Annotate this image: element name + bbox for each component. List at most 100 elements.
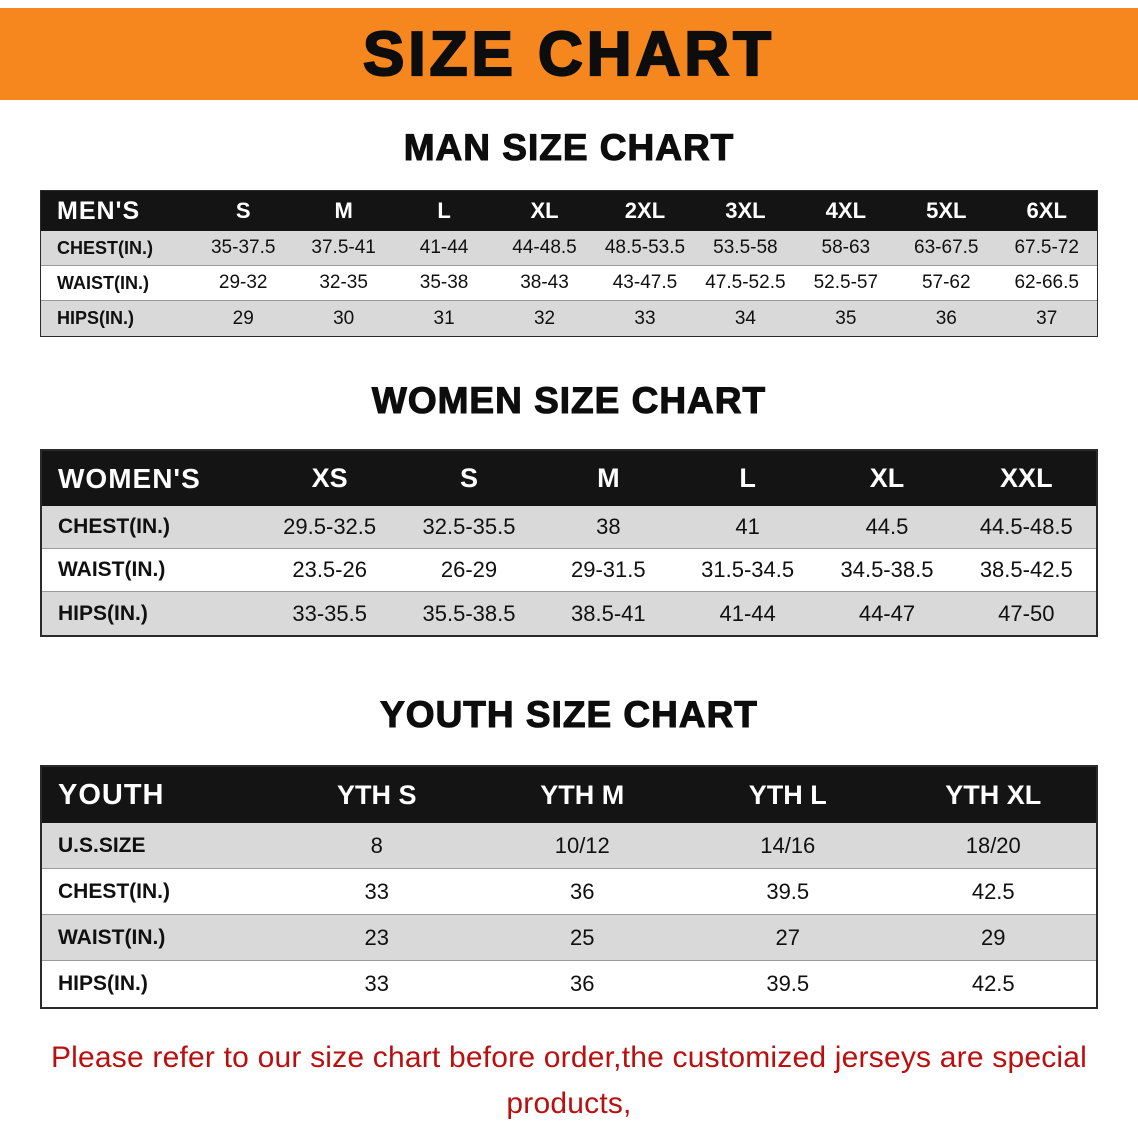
size-header-cell: 2XL: [624, 198, 666, 223]
value-cell: 67.5-72: [1014, 237, 1079, 258]
value-cell: 34: [734, 307, 756, 329]
value-cell: 53.5-58: [713, 237, 778, 258]
value-cell: 33-35.5: [292, 600, 367, 626]
row-label-cell: CHEST(IN.): [58, 515, 170, 538]
size-header-cell: 3XL: [725, 198, 766, 223]
value-cell: 32-35: [319, 272, 368, 293]
row-label-cell: HIPS(IN.): [58, 601, 148, 625]
size-header-cell: XS: [311, 463, 348, 493]
value-cell: 29: [981, 924, 1006, 950]
value-cell: 29.5-32.5: [283, 514, 377, 539]
value-cell: 38: [596, 514, 621, 539]
row-label-cell: HIPS(IN.): [57, 308, 135, 328]
table-header-row: WOMEN'S XS S M L XL XXL: [42, 451, 1096, 506]
table-row: U.S.SIZE 8 10/12 14/16 18/20: [42, 823, 1096, 869]
value-cell: 63-67.5: [914, 237, 979, 258]
value-cell: 57-62: [921, 272, 971, 293]
value-cell: 26-29: [440, 557, 498, 582]
value-cell: 29: [232, 307, 254, 329]
size-header-cell: L: [739, 463, 756, 493]
value-cell: 52.5-57: [813, 272, 879, 293]
value-cell: 32: [533, 307, 556, 329]
row-label-cell: HIPS(IN.): [58, 972, 148, 995]
table-row: HIPS(IN.) 29 30 31 32 33 34 35 36 37: [41, 301, 1097, 336]
value-cell: 42.5: [971, 878, 1015, 904]
value-cell: 37.5-41: [311, 237, 376, 258]
size-chart-banner: SIZE CHART: [0, 8, 1138, 100]
value-cell: 35-38: [419, 272, 469, 293]
value-cell: 31: [433, 307, 455, 329]
table-row: HIPS(IN.) 33 36 39.5 42.5: [42, 961, 1096, 1007]
size-header-cell: M: [334, 198, 353, 223]
value-cell: 41-44: [719, 600, 776, 626]
table-title-cell: YOUTH: [58, 778, 165, 811]
value-cell: 35.5-38.5: [422, 600, 516, 626]
value-cell: 44.5: [865, 514, 909, 539]
value-cell: 58-63: [821, 237, 871, 258]
value-cell: 47.5-52.5: [705, 272, 786, 293]
disclaimer-line-2: we don't accept cancel, change, teturn o…: [36, 1127, 1102, 1132]
value-cell: 10/12: [554, 832, 610, 858]
value-cell: 27: [775, 924, 800, 950]
table-header-row: YOUTH YTH S YTH M YTH L YTH XL: [42, 767, 1096, 823]
row-label-cell: CHEST(IN.): [57, 237, 153, 258]
value-cell: 25: [570, 924, 595, 950]
size-header-cell: YTH XL: [945, 779, 1042, 810]
value-cell: 36: [935, 307, 957, 329]
value-cell: 62-66.5: [1014, 272, 1079, 293]
youth-size-table: YOUTH YTH S YTH M YTH L YTH XL U.S.SIZE 8 10/12…: [40, 765, 1098, 1009]
size-header-cell: L: [437, 198, 451, 223]
size-header-cell: YTH S: [336, 779, 417, 810]
table-row: CHEST(IN.) 29.5-32.5 32.5-35.5 38 41 44.5 44.5…: [42, 506, 1096, 549]
row-label-cell: CHEST(IN.): [58, 879, 170, 903]
value-cell: 36: [570, 971, 595, 996]
table-row: HIPS(IN.) 33-35.5 35.5-38.5 38.5-41 41-44 44-…: [42, 592, 1096, 635]
women-size-table: WOMEN'S XS S M L XL XXL CHEST(IN.) 29.5-32.5 32.5…: [40, 449, 1098, 637]
size-header-cell: YTH M: [540, 779, 625, 810]
table-title-cell: MEN'S: [57, 196, 141, 225]
value-cell: 32.5-35.5: [422, 514, 516, 539]
row-label-cell: WAIST(IN.): [58, 558, 166, 581]
value-cell: 47-50: [998, 600, 1055, 626]
value-cell: 48.5-53.5: [604, 237, 686, 258]
row-label-cell: WAIST(IN.): [58, 925, 166, 949]
table-row: WAIST(IN.) 23.5-26 26-29 29-31.5 31.5-34.5 34…: [42, 549, 1096, 592]
size-header-cell: XL: [530, 198, 559, 223]
value-cell: 44-47: [858, 600, 916, 626]
table-header-row: MEN'S S M L XL 2XL 3XL 4XL 5XL 6XL: [41, 191, 1097, 231]
value-cell: 38.5-42.5: [979, 557, 1073, 582]
value-cell: 14/16: [760, 832, 816, 858]
value-cell: 29-31.5: [571, 557, 646, 582]
value-cell: 33: [364, 878, 389, 904]
table-row: WAIST(IN.) 29-32 32-35 35-38 38-43 43-47.5 47.…: [41, 266, 1097, 301]
value-cell: 23.5-26: [292, 557, 367, 582]
value-cell: 41-44: [419, 237, 469, 258]
value-cell: 37: [1036, 307, 1058, 329]
women-section-heading: WOMEN SIZE CHART: [371, 379, 767, 421]
size-header-cell: 4XL: [825, 198, 867, 223]
disclaimer-text: Please refer to our size chart before or…: [36, 1035, 1102, 1132]
value-cell: 33: [634, 307, 656, 329]
value-cell: 35: [835, 307, 857, 329]
men-section-heading: MAN SIZE CHART: [403, 126, 735, 168]
size-header-cell: M: [597, 463, 620, 493]
value-cell: 35-37.5: [210, 237, 276, 258]
value-cell: 39.5: [766, 878, 810, 904]
men-size-table: MEN'S S M L XL 2XL 3XL 4XL 5XL 6XL CHEST(IN.) 35-37…: [40, 190, 1098, 337]
size-header-cell: YTH L: [748, 779, 827, 810]
value-cell: 43-47.5: [612, 272, 678, 293]
value-cell: 34.5-38.5: [840, 557, 934, 582]
size-header-cell: XL: [869, 463, 905, 493]
value-cell: 42.5: [971, 971, 1015, 996]
size-header-cell: 6XL: [1026, 198, 1067, 223]
page-title: SIZE CHART: [362, 18, 775, 89]
row-label-cell: WAIST(IN.): [57, 272, 149, 293]
table-title-cell: WOMEN'S: [58, 462, 201, 494]
row-label-cell: U.S.SIZE: [58, 833, 146, 857]
table-row: CHEST(IN.) 33 36 39.5 42.5: [42, 869, 1096, 915]
value-cell: 38.5-41: [571, 600, 646, 626]
value-cell: 38-43: [520, 272, 569, 293]
youth-section-heading: YOUTH SIZE CHART: [380, 693, 758, 735]
disclaimer-line-1: Please refer to our size chart before or…: [50, 1041, 1088, 1120]
size-header-cell: 5XL: [926, 198, 967, 223]
